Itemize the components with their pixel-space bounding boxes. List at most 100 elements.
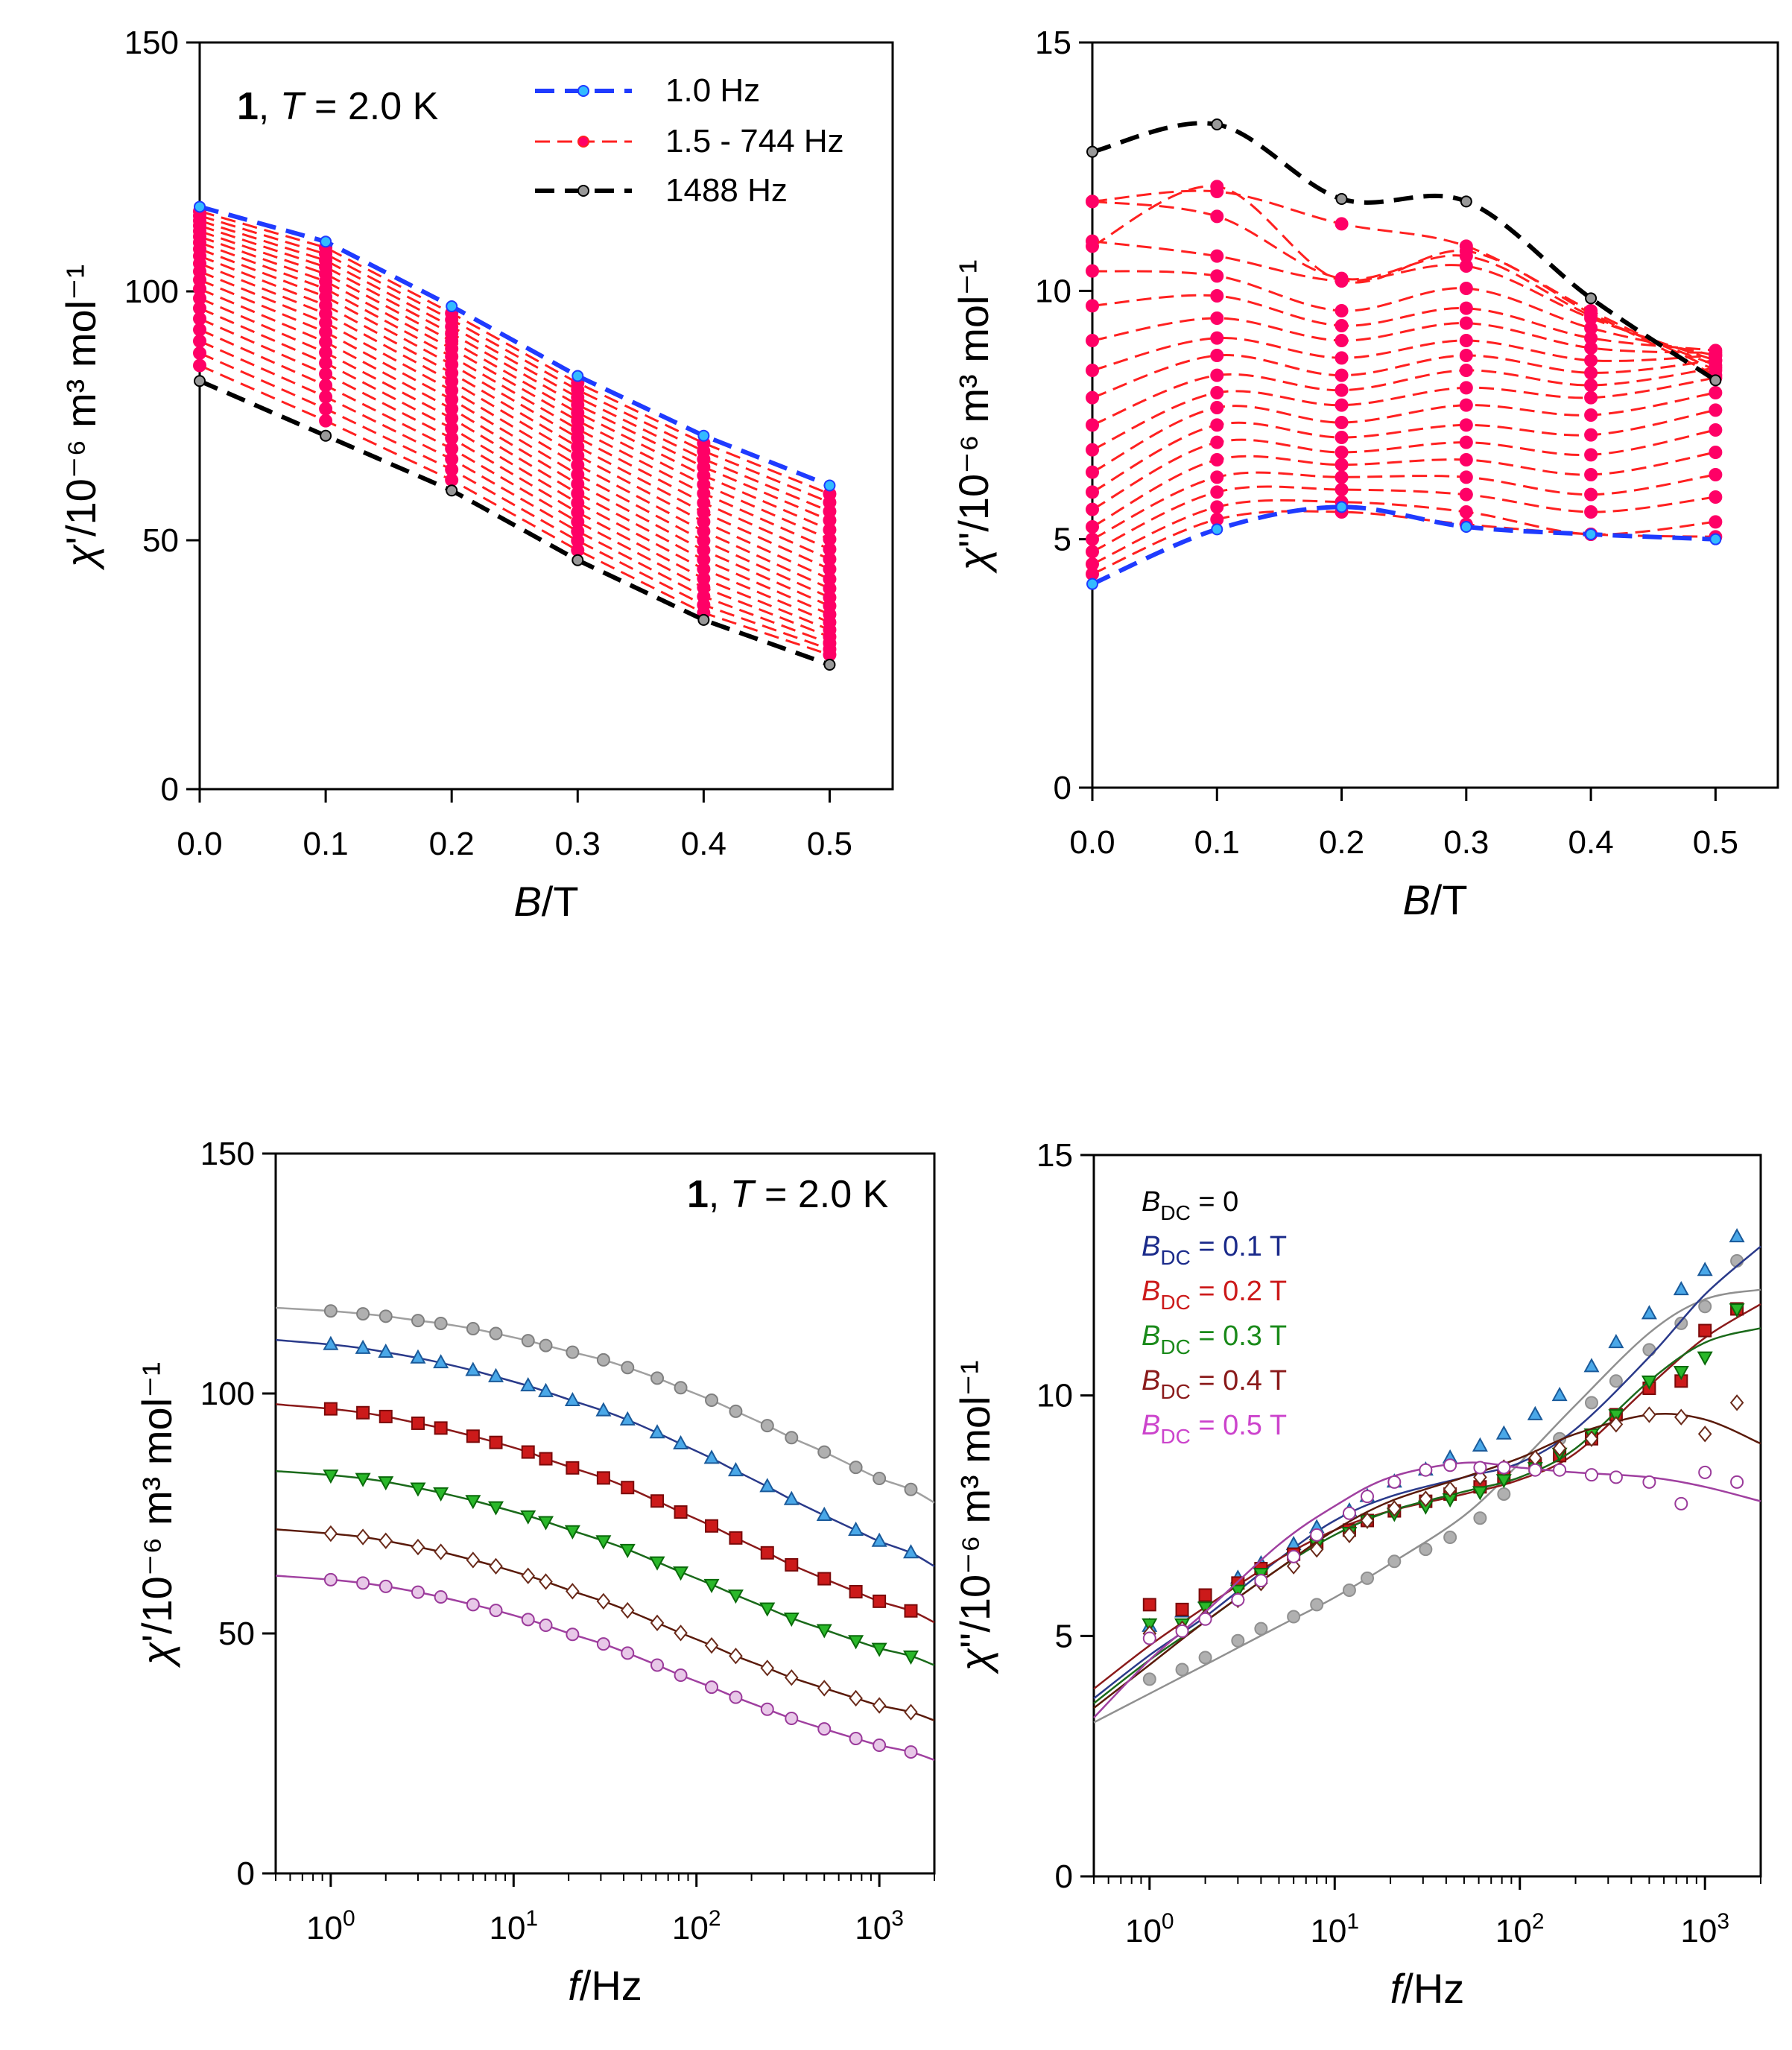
temperature-value: = 2.0 K: [754, 1173, 889, 1216]
data-point: [729, 1648, 743, 1665]
data-point: [319, 379, 333, 393]
x-axis-label: B/T: [1402, 876, 1467, 923]
data-point: [1642, 1475, 1656, 1489]
data-point: [1210, 269, 1224, 283]
data-point: [1335, 193, 1348, 205]
data-point: [1459, 364, 1473, 377]
data-point: [1459, 418, 1473, 432]
series-line: [1092, 485, 1716, 553]
data-point: [817, 1722, 832, 1736]
data-point: [1709, 515, 1723, 529]
tick-base: 10: [1125, 1913, 1162, 1949]
data-point: [1472, 1486, 1488, 1501]
legend-value: = 0.1 T: [1191, 1231, 1287, 1262]
data-point: [1334, 383, 1349, 397]
data-point: [194, 200, 206, 213]
data-point: [1584, 487, 1598, 502]
data-point: [1334, 319, 1349, 332]
data-point: [1697, 1351, 1713, 1366]
series-low-frequency: [194, 200, 836, 492]
data-point: [1310, 1528, 1324, 1542]
data-point: [1641, 1305, 1657, 1320]
panel-annotation: 1, T = 2.0 K: [687, 1173, 889, 1216]
data-point: [704, 1636, 719, 1654]
series-line: [1092, 376, 1716, 452]
data-point: [323, 1304, 338, 1318]
data-point: [1175, 1624, 1189, 1638]
y-tick-label: 50: [142, 522, 179, 559]
data-point: [904, 1745, 918, 1759]
data-point: [1552, 1440, 1567, 1457]
legend-marker: [577, 85, 589, 97]
data-point: [1698, 1300, 1712, 1314]
data-point: [1210, 209, 1224, 224]
data-point: [1287, 1610, 1301, 1624]
tick-base: 10: [855, 1910, 891, 1946]
data-point: [1086, 485, 1099, 499]
legend-label: 1.5 - 744 Hz: [665, 123, 844, 159]
x-axis-label: f/Hz: [1390, 1965, 1465, 2012]
data-point: [1459, 398, 1473, 412]
legend-entry: BDC = 0.3 T: [1142, 1320, 1287, 1358]
data-point: [319, 367, 333, 381]
data-point: [621, 1361, 635, 1375]
series-line: [1092, 185, 1717, 377]
legend-value: = 0.2 T: [1191, 1276, 1287, 1307]
y-axis-symbol: χ: [133, 1641, 180, 1668]
y-tick-label: 15: [1035, 25, 1071, 61]
data-point: [539, 1619, 553, 1633]
series-line: [1092, 428, 1716, 511]
data-point: [1729, 1303, 1745, 1318]
data-point: [1086, 334, 1099, 347]
data-point: [1210, 249, 1224, 263]
fit-curve: [1093, 1288, 1761, 1724]
x-axis-units: /Hz: [580, 1962, 642, 2009]
legend-entry: 1.0 Hz: [535, 72, 760, 109]
data-point: [1142, 1598, 1156, 1612]
data-point: [1459, 244, 1473, 258]
x-axis-units: /T: [542, 878, 579, 925]
legend-entry: BDC = 0.1 T: [1142, 1231, 1287, 1269]
data-point: [1459, 334, 1473, 347]
data-point: [674, 1381, 688, 1395]
tick-exponent: 1: [525, 1906, 538, 1931]
data-point: [649, 1556, 665, 1571]
series-5: [1093, 1458, 1761, 1718]
data-point: [1673, 1366, 1689, 1381]
series-line: [199, 340, 831, 645]
data-point: [1086, 465, 1099, 479]
series-line: [1092, 451, 1716, 528]
data-point: [1709, 386, 1723, 399]
data-point: [1210, 453, 1224, 466]
series-line: [199, 270, 831, 590]
legend-entry: BDC = 0: [1142, 1186, 1238, 1224]
panel-annotation: 1, T = 2.0 K: [237, 85, 439, 128]
legend-symbol: B: [1142, 1365, 1160, 1396]
data-point: [1709, 374, 1722, 387]
series-line: [199, 262, 831, 580]
x-tick-label: 0.4: [681, 826, 726, 862]
data-point: [539, 1573, 553, 1590]
data-point: [783, 1612, 800, 1627]
temperature-value: = 2.0 K: [304, 85, 439, 128]
y-axis-symbol: χ: [952, 1648, 998, 1675]
data-point: [1086, 578, 1098, 590]
data-point: [411, 1314, 425, 1328]
y-tick-label: 150: [124, 25, 179, 61]
data-point: [1709, 423, 1723, 437]
data-point: [849, 1461, 863, 1475]
legend-entry: BDC = 0.4 T: [1142, 1365, 1287, 1403]
data-point: [320, 429, 332, 442]
legend-subscript: DC: [1160, 1291, 1190, 1314]
data-point: [1210, 435, 1224, 449]
data-point: [521, 1334, 535, 1348]
data-point: [674, 1668, 688, 1683]
series-line: [199, 215, 831, 504]
data-point: [538, 1516, 554, 1531]
series-line: [199, 297, 831, 616]
data-point: [596, 1637, 610, 1651]
data-point: [650, 1658, 665, 1672]
y-axis-label: χ''/10⁻⁶ m³ mol⁻¹: [950, 259, 997, 574]
data-point: [319, 414, 333, 428]
series-intermediate-frequency: [1086, 446, 1723, 534]
